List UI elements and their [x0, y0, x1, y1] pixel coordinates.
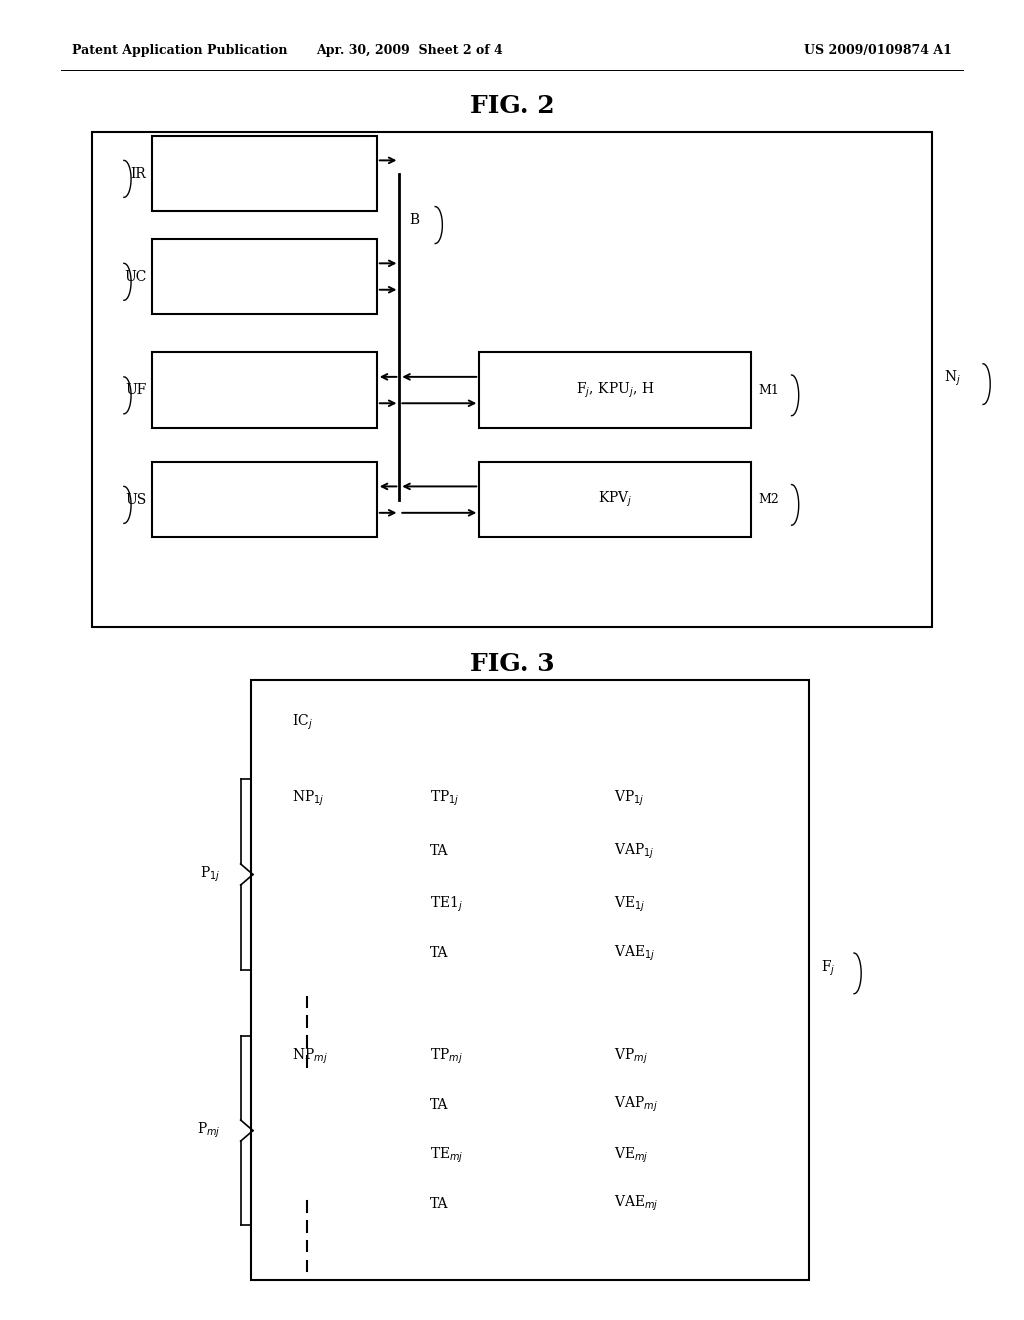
Bar — [152, 136, 377, 211]
Text: US 2009/0109874 A1: US 2009/0109874 A1 — [805, 44, 952, 57]
Text: VAE$_{mj}$: VAE$_{mj}$ — [614, 1195, 659, 1213]
Text: M2: M2 — [759, 494, 779, 506]
Bar — [152, 462, 377, 537]
Text: FIG. 2: FIG. 2 — [470, 94, 554, 117]
Text: P$_{1j}$: P$_{1j}$ — [200, 865, 220, 884]
Text: VP$_{mj}$: VP$_{mj}$ — [614, 1047, 648, 1065]
Text: IR: IR — [131, 166, 146, 181]
Text: B: B — [410, 213, 420, 227]
Text: NP$_{mj}$: NP$_{mj}$ — [292, 1047, 328, 1065]
Text: VAE$_{1j}$: VAE$_{1j}$ — [614, 944, 655, 962]
Bar — [152, 352, 377, 428]
Text: TA: TA — [430, 845, 449, 858]
Text: P$_{mj}$: P$_{mj}$ — [197, 1121, 220, 1140]
Text: UF: UF — [125, 383, 146, 397]
Text: NP$_{1j}$: NP$_{1j}$ — [292, 789, 325, 808]
Text: US: US — [125, 492, 146, 507]
Text: IC$_j$: IC$_j$ — [292, 713, 312, 733]
Text: VP$_{1j}$: VP$_{1j}$ — [614, 789, 645, 808]
Text: TP$_{1j}$: TP$_{1j}$ — [430, 789, 460, 808]
Text: Patent Application Publication: Patent Application Publication — [72, 44, 287, 57]
Text: Apr. 30, 2009  Sheet 2 of 4: Apr. 30, 2009 Sheet 2 of 4 — [316, 44, 503, 57]
Text: TP$_{mj}$: TP$_{mj}$ — [430, 1047, 463, 1065]
Text: F$_j$: F$_j$ — [821, 958, 836, 978]
Text: M1: M1 — [759, 384, 779, 396]
Text: VE$_{1j}$: VE$_{1j}$ — [614, 895, 646, 913]
Bar — [152, 239, 377, 314]
Text: TE1$_j$: TE1$_j$ — [430, 895, 463, 913]
Text: F$_j$, KPU$_j$, H: F$_j$, KPU$_j$, H — [575, 380, 654, 400]
Text: TA: TA — [430, 946, 449, 960]
Text: VAP$_{1j}$: VAP$_{1j}$ — [614, 842, 655, 861]
Bar — [479, 462, 751, 537]
Bar — [251, 680, 809, 1280]
Text: N$_j$: N$_j$ — [944, 370, 962, 388]
Text: VAP$_{mj}$: VAP$_{mj}$ — [614, 1096, 658, 1114]
Bar — [479, 352, 751, 428]
Text: UC: UC — [124, 269, 146, 284]
Text: TE$_{mj}$: TE$_{mj}$ — [430, 1146, 464, 1164]
Text: TA: TA — [430, 1098, 449, 1111]
Bar — [92, 132, 932, 627]
Text: KPV$_j$: KPV$_j$ — [598, 490, 632, 510]
Text: VE$_{mj}$: VE$_{mj}$ — [614, 1146, 649, 1164]
Text: TA: TA — [430, 1197, 449, 1210]
Text: FIG. 3: FIG. 3 — [470, 652, 554, 676]
